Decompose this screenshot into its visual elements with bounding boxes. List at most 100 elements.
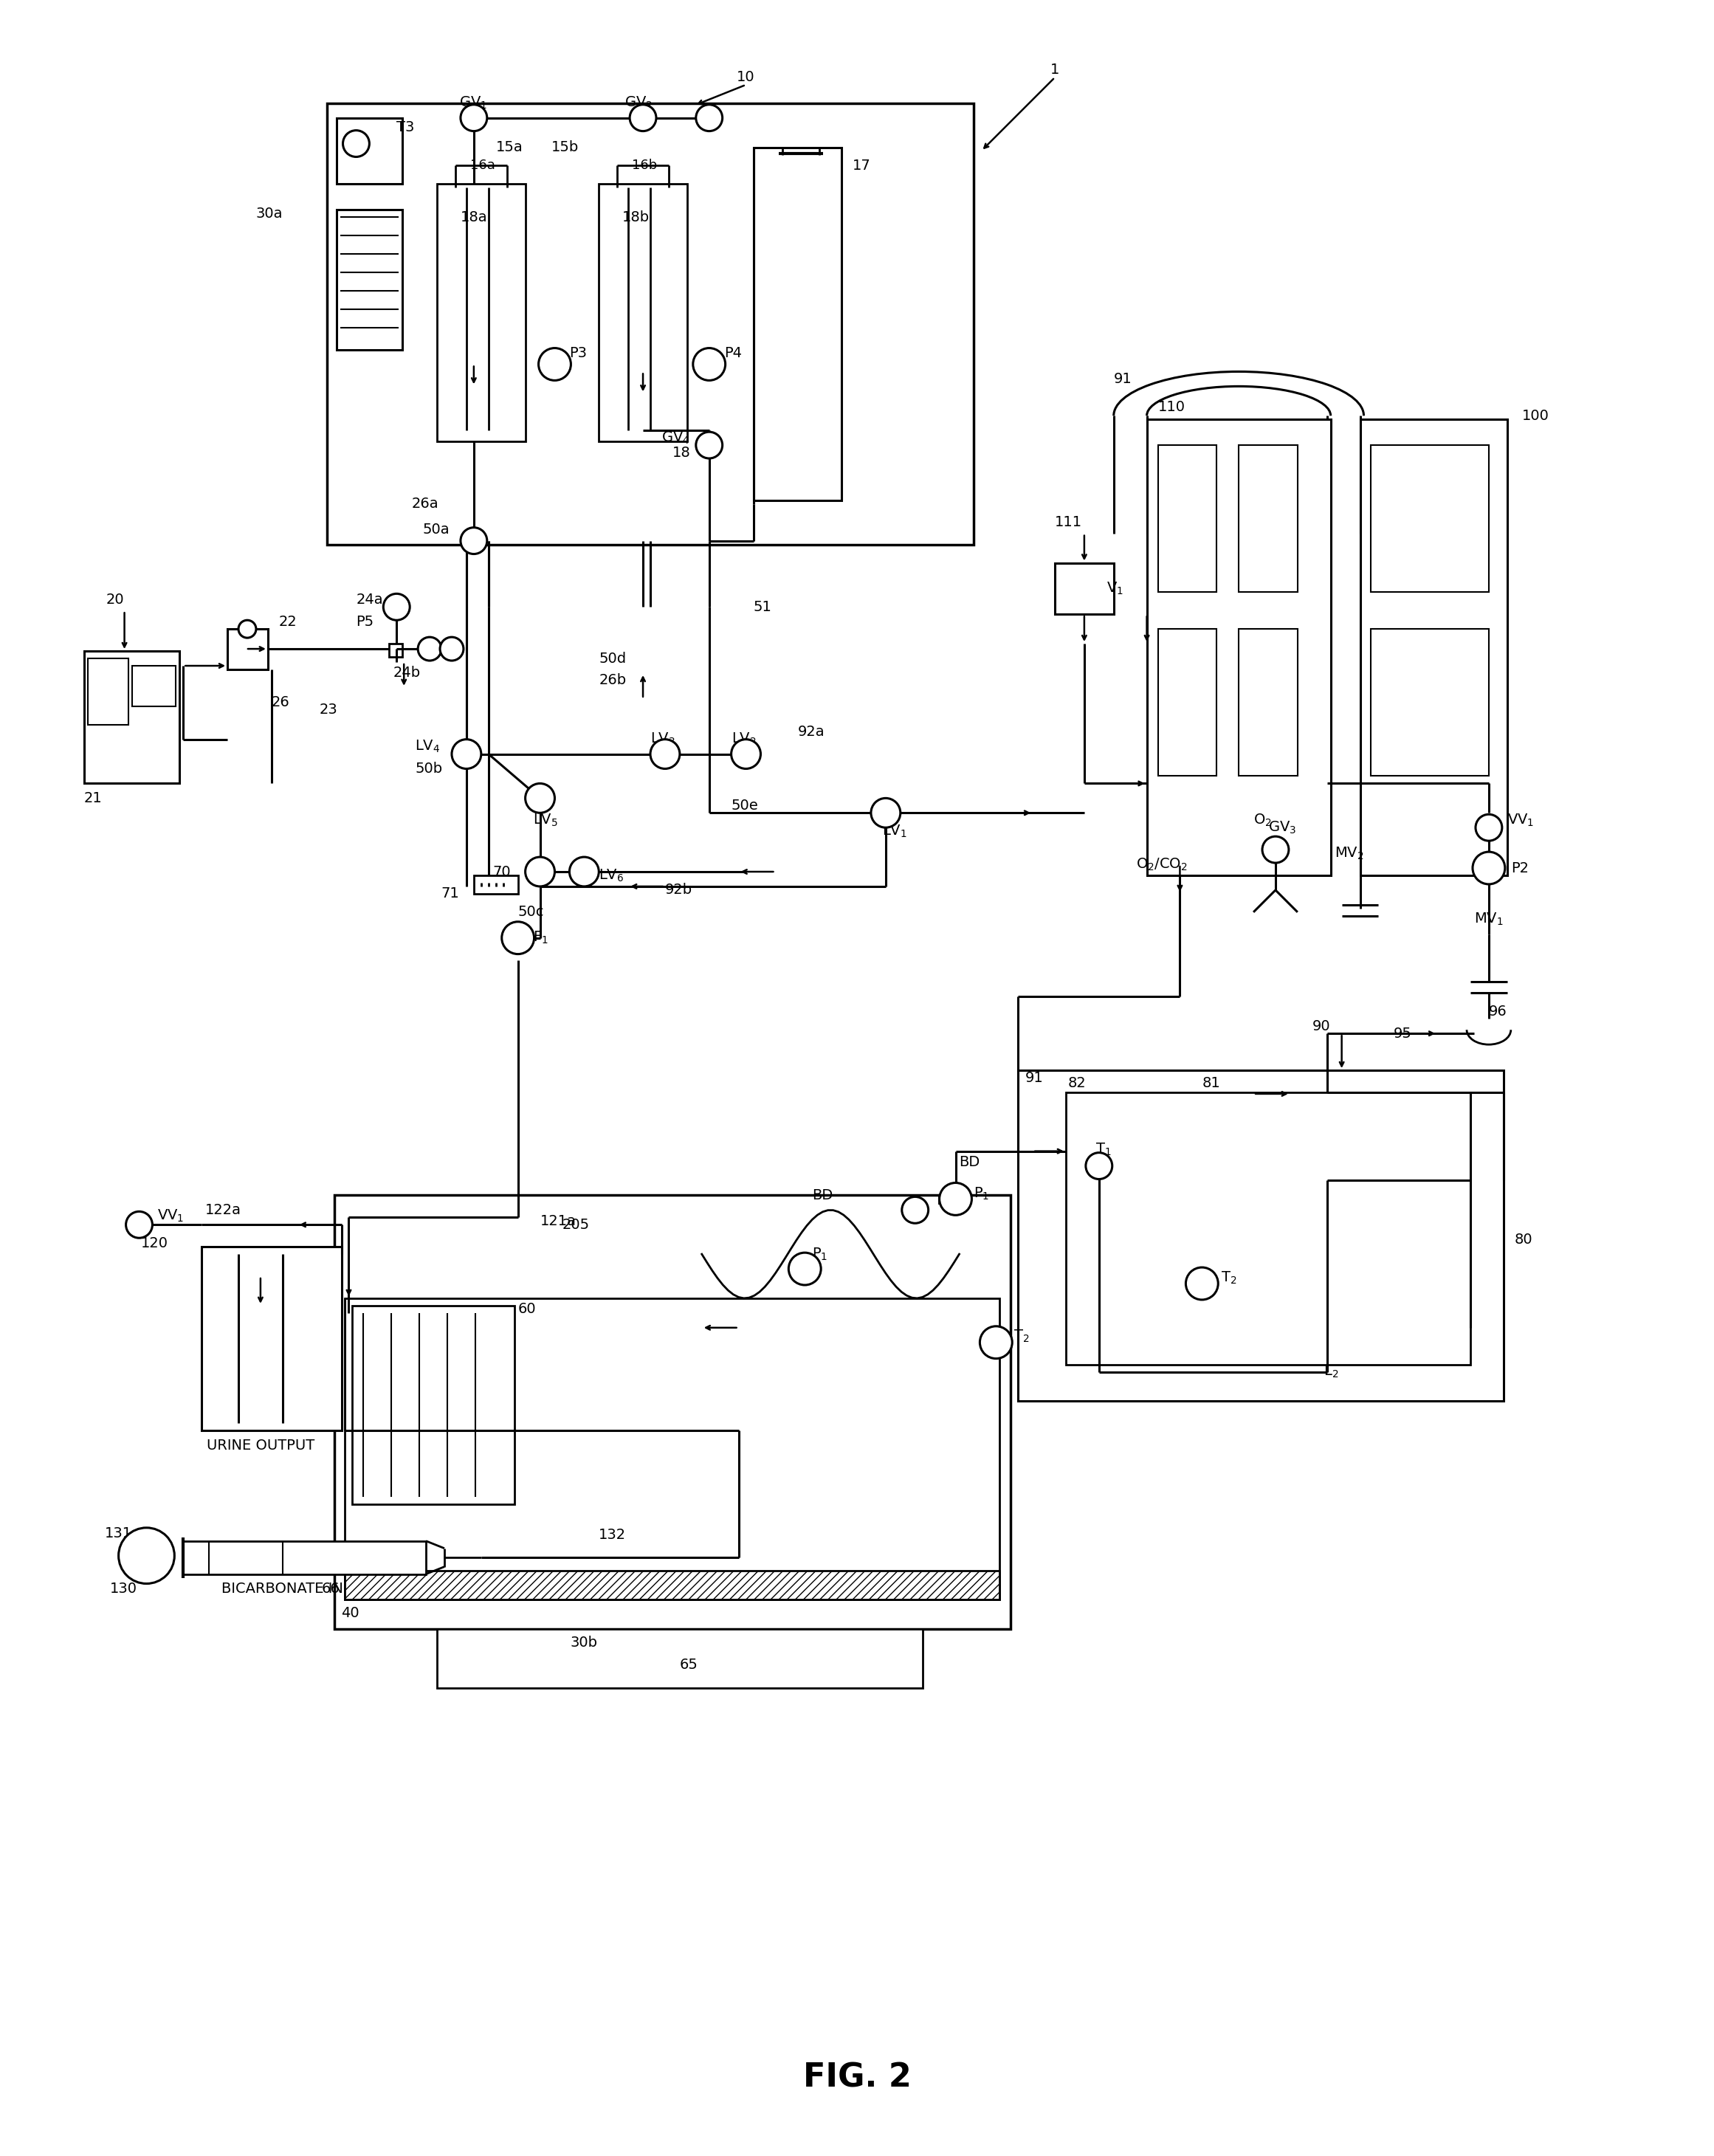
Circle shape: [118, 1529, 175, 1585]
Text: 71: 71: [440, 886, 459, 901]
Bar: [1239, 630, 1297, 776]
Text: 40: 40: [341, 1606, 360, 1619]
Circle shape: [696, 106, 722, 132]
Bar: [336, 209, 403, 349]
Circle shape: [569, 856, 598, 886]
Text: 18b: 18b: [622, 209, 650, 224]
Text: LV$_1$: LV$_1$: [883, 824, 907, 839]
Text: P$_1$: P$_1$: [974, 1186, 989, 1201]
Text: T$_2$: T$_2$: [1220, 1270, 1238, 1285]
Bar: [132, 666, 177, 707]
Bar: [437, 183, 524, 442]
Text: URINE OUTPUT: URINE OUTPUT: [206, 1438, 314, 1453]
Text: 70: 70: [492, 865, 511, 880]
Bar: [202, 1246, 341, 1432]
Text: 26a: 26a: [411, 498, 439, 511]
Text: 30a: 30a: [255, 207, 283, 220]
Text: 110: 110: [1159, 399, 1184, 414]
Bar: [353, 1307, 514, 1505]
Bar: [327, 103, 974, 545]
Bar: [1066, 1093, 1471, 1365]
Circle shape: [452, 740, 482, 770]
Circle shape: [939, 1184, 972, 1216]
Text: 205: 205: [562, 1218, 590, 1231]
Circle shape: [538, 347, 571, 379]
Circle shape: [343, 129, 369, 157]
Text: 22: 22: [279, 614, 297, 630]
Text: GV$_3$: GV$_3$: [1268, 819, 1296, 834]
Bar: [437, 1630, 922, 1688]
Text: 132: 132: [598, 1529, 626, 1542]
Text: 82: 82: [1068, 1076, 1087, 1091]
Text: P$_1$: P$_1$: [812, 1246, 828, 1261]
Text: P2: P2: [1510, 860, 1529, 875]
Circle shape: [629, 106, 656, 132]
Circle shape: [1472, 852, 1505, 884]
Text: F$_1$: F$_1$: [533, 929, 548, 946]
Text: 15a: 15a: [495, 140, 523, 155]
Text: 111: 111: [1054, 515, 1082, 530]
Text: MV$_1$: MV$_1$: [1474, 912, 1503, 927]
Text: LV$_5$: LV$_5$: [533, 813, 557, 828]
Circle shape: [461, 106, 487, 132]
Bar: [1159, 630, 1217, 776]
Text: 16a: 16a: [470, 160, 495, 172]
Bar: [1371, 444, 1489, 593]
Bar: [1159, 444, 1217, 593]
Text: 95: 95: [1393, 1026, 1412, 1041]
Text: 50c: 50c: [518, 906, 543, 918]
Bar: [1147, 420, 1330, 875]
Text: 130: 130: [110, 1583, 137, 1595]
Text: 24b: 24b: [393, 666, 420, 679]
Text: 18: 18: [672, 446, 691, 459]
Text: 65: 65: [680, 1658, 698, 1671]
Circle shape: [384, 593, 410, 621]
Circle shape: [871, 798, 900, 828]
Circle shape: [1476, 815, 1501, 841]
Text: 50b: 50b: [415, 761, 442, 776]
Text: 17: 17: [852, 160, 871, 172]
Text: LV$_6$: LV$_6$: [598, 867, 624, 884]
Text: 50e: 50e: [732, 798, 758, 813]
Text: P3: P3: [569, 347, 588, 360]
Text: T$_1$: T$_1$: [1095, 1143, 1111, 1158]
Circle shape: [440, 636, 463, 660]
Text: 122a: 122a: [206, 1203, 242, 1216]
Text: LV$_4$: LV$_4$: [415, 740, 440, 755]
Text: 91: 91: [1114, 373, 1131, 386]
Circle shape: [732, 740, 761, 770]
Bar: [183, 1542, 427, 1574]
Text: 120: 120: [141, 1235, 168, 1250]
Text: BD: BD: [812, 1188, 833, 1203]
Text: 10: 10: [737, 71, 756, 84]
Circle shape: [125, 1212, 153, 1238]
Text: 131: 131: [105, 1526, 132, 1542]
Text: 26b: 26b: [598, 673, 626, 688]
Circle shape: [1186, 1268, 1219, 1300]
Text: 51: 51: [752, 599, 771, 614]
Text: LV$_3$: LV$_3$: [650, 731, 675, 748]
Bar: [1361, 420, 1507, 875]
Circle shape: [461, 528, 487, 554]
Text: GV$_1$: GV$_1$: [459, 95, 487, 110]
Circle shape: [692, 347, 725, 379]
Bar: [1054, 563, 1114, 614]
Text: 81: 81: [1202, 1076, 1220, 1091]
Text: BICARBONATE IN: BICARBONATE IN: [221, 1583, 343, 1595]
Text: T$_1$: T$_1$: [934, 1192, 950, 1210]
Bar: [1371, 630, 1489, 776]
Bar: [473, 875, 518, 895]
Text: LV$_2$: LV$_2$: [732, 731, 756, 748]
Text: VV$_1$: VV$_1$: [158, 1207, 185, 1225]
Text: 50a: 50a: [422, 522, 449, 537]
Text: GV$_4$: GV$_4$: [662, 429, 689, 446]
Text: P4: P4: [723, 347, 742, 360]
Text: 15b: 15b: [550, 140, 579, 155]
Text: 80: 80: [1515, 1233, 1532, 1246]
Text: 16b: 16b: [632, 160, 656, 172]
Text: 23: 23: [319, 703, 338, 718]
Text: GV$_2$: GV$_2$: [624, 95, 653, 110]
Text: FIG. 2: FIG. 2: [802, 2061, 912, 2093]
Bar: [228, 630, 267, 671]
Bar: [87, 658, 129, 724]
